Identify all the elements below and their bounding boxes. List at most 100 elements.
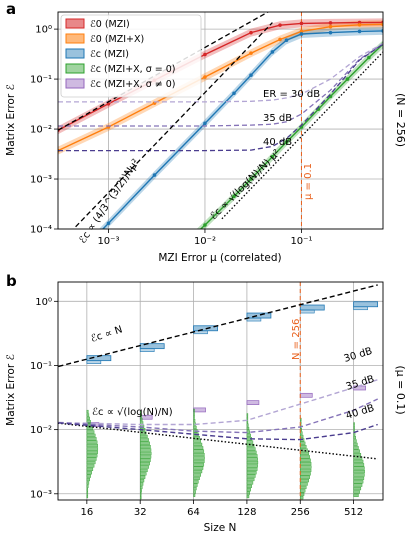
legend-label: ℰc (MZI) bbox=[90, 49, 129, 60]
bar-mzi-spread bbox=[193, 330, 208, 335]
bar-mzix-zero bbox=[246, 447, 256, 451]
bar-mzix-zero bbox=[353, 422, 355, 426]
bar-mzix-zero bbox=[139, 431, 147, 435]
bar-mzix-zero bbox=[246, 450, 257, 454]
y-tick-label: 10⁰ bbox=[35, 297, 52, 308]
bar-mzix-zero bbox=[139, 417, 143, 422]
bar-mzi-spread bbox=[353, 306, 368, 311]
legend-label: ℰc (MZI+X, σ ≠ 0) bbox=[90, 79, 176, 90]
bar-mzix-zero bbox=[300, 445, 307, 449]
bar-mzix-zero bbox=[300, 441, 306, 445]
point-0-mzi bbox=[328, 21, 333, 25]
bar-mzix-zero bbox=[353, 483, 363, 487]
bar-mzix-zero bbox=[246, 413, 249, 417]
bar-mzix-zero bbox=[139, 462, 150, 466]
bar-mzix-zero bbox=[86, 481, 90, 485]
panel-b-grid bbox=[58, 282, 383, 500]
bar-mzix-zero bbox=[193, 493, 196, 497]
bar-mzix-zero bbox=[86, 433, 96, 437]
bar-mzix-zero bbox=[246, 467, 258, 471]
series-c-log-n-n bbox=[58, 422, 378, 460]
annotation-b-scaling2: ℰc ∝ √(log(N)/N) bbox=[92, 407, 173, 418]
bar-mzix-zero bbox=[139, 451, 152, 456]
bar-mzix-zero bbox=[353, 452, 362, 457]
point-c-mzi bbox=[284, 38, 289, 42]
panel-a-legend: ℰ0 (MZI) ℰ0 (MZI+X) ℰc (MZI) ℰc (MZI+X, … bbox=[60, 14, 202, 98]
annotation-scaling2: ℰc ∝ √(log(N)/N) μ² bbox=[208, 148, 282, 222]
x-tick-label: 10⁻¹ bbox=[290, 236, 312, 247]
point-0-mzi bbox=[203, 52, 207, 57]
bar-mzix-zero bbox=[246, 474, 256, 478]
legend-box bbox=[60, 14, 202, 98]
y-tick-label: 10⁻¹ bbox=[30, 75, 52, 86]
point-c-mzi-x-0 bbox=[249, 177, 253, 181]
bar-mzix-zero bbox=[246, 491, 250, 495]
point-c-mzi bbox=[249, 73, 253, 77]
bar-mzix-zero bbox=[139, 458, 151, 462]
bar-mzix-sigma bbox=[246, 400, 260, 405]
annotation-b-30db: 30 dB bbox=[343, 346, 374, 365]
bar-mzix-zero bbox=[86, 454, 98, 458]
bar-mzix-zero bbox=[300, 489, 306, 493]
bar-mzix-zero bbox=[246, 433, 251, 437]
bar-mzix-zero bbox=[86, 474, 91, 478]
bar-mzix-zero bbox=[139, 414, 142, 418]
legend-entry-e0-mzi: ℰ0 (MZI) bbox=[65, 18, 130, 30]
bar-mzix-zero bbox=[353, 473, 365, 477]
x-tick-label: 128 bbox=[237, 507, 256, 518]
panel-b-xlabel: Size N bbox=[204, 522, 237, 534]
bar-mzix-zero bbox=[353, 442, 358, 446]
bar-mzix-zero bbox=[193, 439, 202, 443]
bar-mzix-zero bbox=[246, 481, 254, 485]
bar-mzix-zero bbox=[86, 471, 92, 475]
annotation-er30: ER = 30 dB bbox=[263, 89, 320, 100]
bar-mzix-zero bbox=[86, 450, 98, 454]
bar-mzix-zero bbox=[86, 420, 91, 424]
bar-mzix-zero bbox=[300, 472, 311, 476]
bar-mzix-zero bbox=[193, 473, 202, 477]
point-0-mzi bbox=[299, 21, 304, 26]
annotation-er35: 35 dB bbox=[263, 113, 292, 124]
bar-mzix-zero bbox=[246, 464, 258, 468]
bar-mzix-zero bbox=[353, 449, 360, 453]
bar-mzix-zero bbox=[353, 493, 359, 497]
legend-label: ℰc (MZI+X, σ = 0) bbox=[90, 64, 176, 75]
bar-mzix-zero bbox=[86, 440, 98, 444]
bar-mzix-zero bbox=[353, 466, 365, 470]
bar-mzix-sigma bbox=[193, 407, 206, 413]
bar-mzix-zero bbox=[193, 425, 197, 429]
series-30-db bbox=[58, 379, 378, 426]
point-c-mzi-x-0 bbox=[345, 77, 350, 81]
y-tick-label: 10⁻⁴ bbox=[30, 225, 52, 236]
x-tick-label: 64 bbox=[187, 507, 200, 518]
point-0-mzi-x bbox=[203, 75, 207, 79]
panel-b-histograms bbox=[86, 301, 379, 500]
legend-swatch bbox=[65, 78, 85, 89]
panel-a-bands bbox=[58, 18, 383, 229]
bar-mzix-zero bbox=[300, 492, 305, 496]
bar-mzi bbox=[246, 312, 272, 319]
point-c-mzi bbox=[56, 273, 60, 277]
bar-mzix-zero bbox=[193, 490, 196, 494]
y-tick-label: 10⁻³ bbox=[30, 175, 52, 186]
bar-mzix-zero bbox=[86, 426, 94, 431]
bar-mzix-zero bbox=[86, 467, 94, 471]
point-c-mzi-x-0 bbox=[270, 154, 275, 159]
bar-mzix-zero bbox=[139, 479, 145, 483]
bar-mzix-zero bbox=[300, 451, 309, 456]
panel-b-ticks: 16 32 64 128 256 512 10⁻³ 10⁻² 10⁻¹ 10⁰ bbox=[30, 297, 363, 518]
bar-mzix-zero bbox=[246, 471, 257, 475]
panel-a-ylabel: Matrix Error ℰ bbox=[5, 84, 17, 156]
annotation-b-scaling1: ℰc ∝ N bbox=[90, 324, 124, 345]
bar-mzix-zero bbox=[139, 445, 151, 449]
bar-mzix-zero bbox=[86, 409, 89, 414]
point-c-mzi bbox=[299, 32, 304, 36]
panel-b-ylabel: Matrix Error ℰ bbox=[5, 354, 17, 426]
y-tick-label: 10⁻² bbox=[30, 125, 52, 136]
bar-mzix-zero bbox=[246, 416, 249, 420]
bar-mzix-zero bbox=[86, 484, 89, 488]
panel-a-ticks: 10⁻³ 10⁻² 10⁻¹ 10⁻⁴ 10⁻³ 10⁻² 10⁻¹ 10⁰ bbox=[30, 25, 312, 247]
point-c-mzi bbox=[106, 221, 111, 226]
point-0-mzi bbox=[249, 30, 253, 35]
